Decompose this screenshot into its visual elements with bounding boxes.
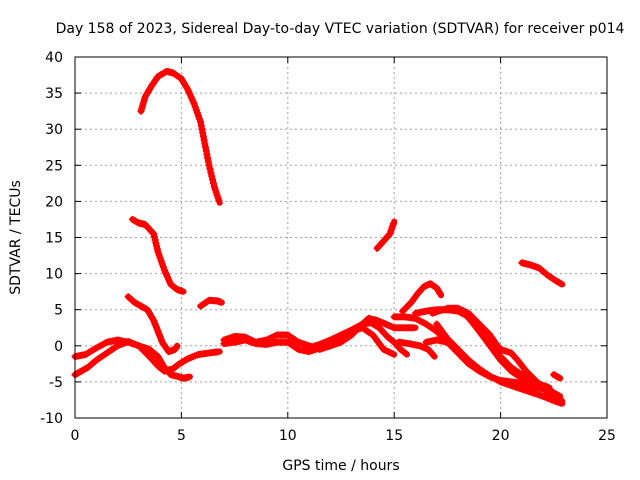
data-point — [178, 287, 186, 295]
data-point — [557, 280, 565, 288]
series-arc-desc-4-markers — [443, 306, 552, 391]
data-point — [209, 179, 217, 187]
series-arc-17-markers — [128, 215, 186, 295]
x-axis-label: GPS time / hours — [282, 458, 399, 474]
data-point — [410, 324, 418, 332]
series-arc-8-markers — [399, 280, 444, 315]
data-point — [209, 176, 217, 184]
x-tick-label: 5 — [177, 428, 186, 444]
series-arc-mid-3-markers — [305, 319, 410, 358]
y-tick-label: 10 — [45, 267, 63, 283]
data-point — [544, 383, 552, 391]
data-point — [554, 391, 562, 399]
series-arc-6-markers — [197, 296, 225, 310]
y-tick-label: -5 — [49, 375, 63, 391]
series-arc-base-b-markers — [71, 337, 222, 379]
y-tick-label: 15 — [45, 231, 63, 247]
y-tick-label: 25 — [45, 158, 63, 174]
x-tick-label: 0 — [71, 428, 80, 444]
y-tick-label: 5 — [54, 303, 63, 319]
data-point — [205, 161, 213, 169]
series-arc-peak — [138, 68, 223, 206]
y-tick-label: 30 — [45, 122, 63, 138]
data-point — [215, 196, 223, 204]
data-point — [555, 374, 563, 382]
data-point — [401, 349, 409, 357]
data-point — [206, 165, 214, 173]
y-tick-label: 0 — [54, 339, 63, 355]
series-arc-desc-5-markers — [433, 320, 565, 407]
series-arc-peak-markers — [137, 67, 223, 204]
data-point — [217, 298, 225, 306]
series-arc-7-markers — [124, 293, 181, 356]
y-tick-label: 35 — [45, 86, 63, 102]
data-point — [214, 348, 222, 356]
data-point — [388, 350, 396, 358]
grid — [75, 57, 607, 418]
data-point — [185, 373, 193, 381]
data-point — [557, 399, 565, 407]
x-tick-label: 10 — [279, 428, 297, 444]
chart-title: Day 158 of 2023, Sidereal Day-to-day VTE… — [56, 21, 625, 37]
x-tick-label: 25 — [598, 428, 616, 444]
x-tick-label: 15 — [385, 428, 403, 444]
x-tick-label: 20 — [492, 428, 510, 444]
series-arc-11-markers — [518, 259, 565, 288]
data-point — [436, 290, 444, 298]
y-axis: -10 -5 0 5 10 15 20 25 30 35 40 — [40, 50, 607, 427]
y-tick-label: 20 — [45, 194, 63, 210]
series-arc-15-markers — [373, 220, 397, 252]
data-point — [207, 169, 215, 177]
y-tick-label: 40 — [45, 50, 63, 66]
data-point — [208, 172, 216, 180]
data-point — [429, 350, 437, 358]
data-point — [402, 350, 410, 358]
y-axis-label: SDTVAR / TECUs — [8, 180, 24, 295]
data-point — [173, 342, 181, 350]
plot-frame — [74, 56, 608, 419]
data-point — [389, 220, 397, 228]
series-arc-mid-4-markers — [394, 338, 438, 359]
data-point — [430, 351, 438, 359]
series-arc-end-markers — [550, 371, 563, 382]
data-series — [71, 67, 566, 407]
y-tick-label: -10 — [40, 411, 63, 427]
